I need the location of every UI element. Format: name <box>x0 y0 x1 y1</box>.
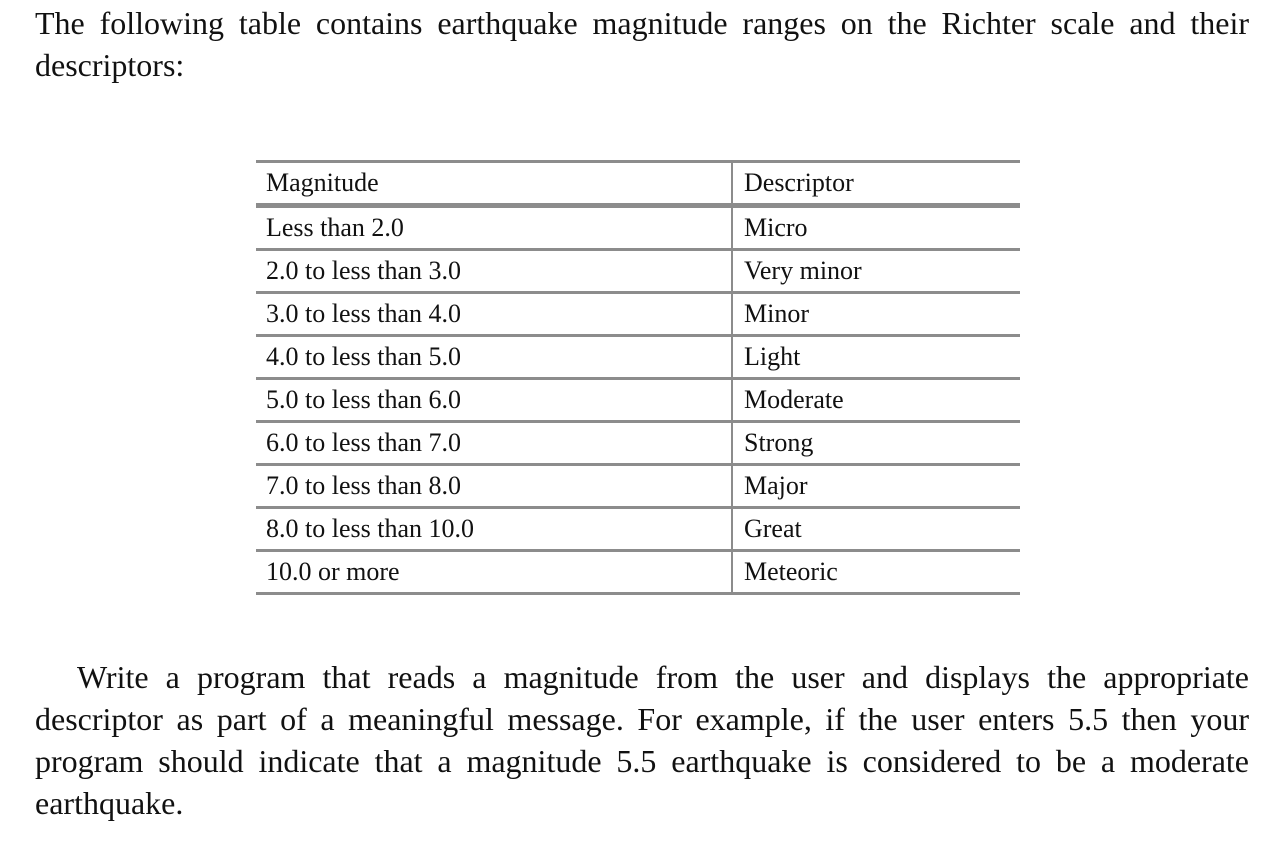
magnitude-cell: 8.0 to less than 10.0 <box>256 507 733 552</box>
table-row: Less than 2.0 Micro <box>256 205 1020 251</box>
intro-paragraph: The following table contains earthquake … <box>35 5 1249 83</box>
magnitude-cell: 7.0 to less than 8.0 <box>256 464 733 509</box>
header-magnitude: Magnitude <box>256 160 733 208</box>
table-header-row: Magnitude Descriptor <box>256 160 1020 208</box>
magnitude-cell: 10.0 or more <box>256 550 733 595</box>
table-row: 5.0 to less than 6.0 Moderate <box>256 378 1020 423</box>
descriptor-cell: Meteoric <box>732 550 1020 595</box>
magnitude-cell: 6.0 to less than 7.0 <box>256 421 733 466</box>
table-row: 10.0 or more Meteoric <box>256 550 1020 595</box>
magnitude-table-container: Magnitude Descriptor Less than 2.0 Micro… <box>256 160 1020 595</box>
descriptor-cell: Strong <box>732 421 1020 466</box>
magnitude-cell: 5.0 to less than 6.0 <box>256 378 733 423</box>
magnitude-cell: Less than 2.0 <box>256 205 733 251</box>
magnitude-table: Magnitude Descriptor Less than 2.0 Micro… <box>256 160 1020 595</box>
magnitude-cell: 3.0 to less than 4.0 <box>256 292 733 337</box>
table-row: 8.0 to less than 10.0 Great <box>256 507 1020 552</box>
header-descriptor: Descriptor <box>732 160 1020 208</box>
descriptor-cell: Moderate <box>732 378 1020 423</box>
descriptor-cell: Very minor <box>732 249 1020 294</box>
descriptor-cell: Light <box>732 335 1020 380</box>
descriptor-cell: Great <box>732 507 1020 552</box>
table-row: 4.0 to less than 5.0 Light <box>256 335 1020 380</box>
table-row: 6.0 to less than 7.0 Strong <box>256 421 1020 466</box>
magnitude-cell: 2.0 to less than 3.0 <box>256 249 733 294</box>
table-row: 2.0 to less than 3.0 Very minor <box>256 249 1020 294</box>
descriptor-cell: Major <box>732 464 1020 509</box>
table-row: 3.0 to less than 4.0 Minor <box>256 292 1020 337</box>
magnitude-cell: 4.0 to less than 5.0 <box>256 335 733 380</box>
table-row: 7.0 to less than 8.0 Major <box>256 464 1020 509</box>
descriptor-cell: Minor <box>732 292 1020 337</box>
descriptor-cell: Micro <box>732 205 1020 251</box>
task-paragraph: Write a program that reads a magnitude f… <box>35 659 1249 821</box>
